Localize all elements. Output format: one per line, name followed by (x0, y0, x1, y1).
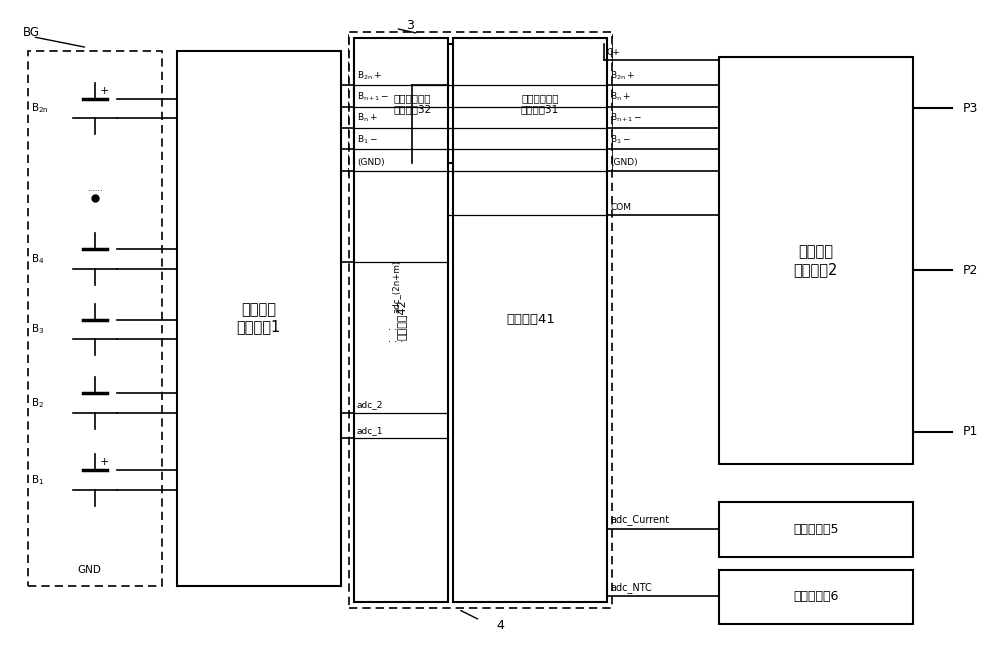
Text: P1: P1 (962, 425, 978, 439)
Text: 放电执行信号
发出模块32: 放电执行信号 发出模块32 (393, 93, 432, 114)
Text: $\mathrm{B_1-}$: $\mathrm{B_1-}$ (610, 133, 631, 145)
Text: 输入输出
连接模块2: 输入输出 连接模块2 (794, 244, 838, 276)
Bar (28, 51, 162, 585)
Text: 控制电路41: 控制电路41 (506, 313, 555, 326)
Text: adc_Current: adc_Current (610, 514, 670, 525)
Text: adc_2: adc_2 (357, 401, 383, 410)
Text: GND: GND (78, 565, 102, 574)
Text: P2: P2 (962, 264, 978, 277)
Text: ......: ...... (87, 184, 103, 193)
Bar (475, 45, 604, 163)
Text: $\mathrm{B_1}$: $\mathrm{B_1}$ (31, 473, 44, 487)
Text: 电平平移
转换模块1: 电平平移 转换模块1 (237, 302, 281, 335)
Bar (349, 35, 612, 176)
Text: (GND): (GND) (357, 158, 384, 167)
Text: 温度传感器6: 温度传感器6 (793, 590, 838, 603)
Text: +: + (100, 85, 109, 96)
Text: P3: P3 (962, 102, 978, 115)
Text: adc_NTC: adc_NTC (610, 581, 652, 592)
Text: $\mathrm{B_n+}$: $\mathrm{B_n+}$ (357, 112, 378, 125)
Text: 开关序列42: 开关序列42 (396, 300, 406, 340)
Text: $\mathrm{B_{n+1}-}$: $\mathrm{B_{n+1}-}$ (357, 91, 389, 103)
Text: BG: BG (23, 26, 40, 39)
Bar (354, 45, 471, 163)
Bar (719, 503, 913, 557)
Text: C+: C+ (606, 48, 620, 57)
Text: $\mathrm{B_4}$: $\mathrm{B_4}$ (31, 252, 44, 266)
Text: +: + (100, 457, 109, 467)
Text: $\mathrm{B_2}$: $\mathrm{B_2}$ (31, 396, 44, 410)
Bar (354, 38, 448, 601)
Text: $\mathrm{B_3}$: $\mathrm{B_3}$ (31, 322, 44, 337)
Text: $\mathrm{B_{2n}+}$: $\mathrm{B_{2n}+}$ (610, 69, 635, 81)
Text: 充电执行信号
发出模块31: 充电执行信号 发出模块31 (521, 93, 559, 114)
Text: 3: 3 (407, 19, 414, 32)
Text: $\mathrm{B_{n+1}-}$: $\mathrm{B_{n+1}-}$ (610, 112, 643, 125)
Text: $\mathrm{B_{2n}}$: $\mathrm{B_{2n}}$ (31, 101, 48, 116)
Text: 电流传感器5: 电流传感器5 (793, 523, 838, 536)
Bar (719, 570, 913, 624)
Bar (177, 51, 341, 585)
Text: (GND): (GND) (610, 158, 638, 167)
Text: COM: COM (610, 203, 631, 212)
Text: $\mathrm{B_n+}$: $\mathrm{B_n+}$ (610, 91, 631, 103)
Bar (719, 57, 913, 464)
Bar (349, 32, 612, 608)
Text: adc_(2n+m): adc_(2n+m) (392, 260, 401, 313)
Text: · · ·
· · ·: · · · · · · (388, 325, 404, 347)
Text: 4: 4 (496, 619, 504, 632)
Bar (453, 38, 607, 601)
Text: $\mathrm{B_{2n}+}$: $\mathrm{B_{2n}+}$ (357, 69, 382, 81)
Text: $\mathrm{B_1-}$: $\mathrm{B_1-}$ (357, 133, 378, 145)
Text: adc_1: adc_1 (357, 426, 383, 435)
